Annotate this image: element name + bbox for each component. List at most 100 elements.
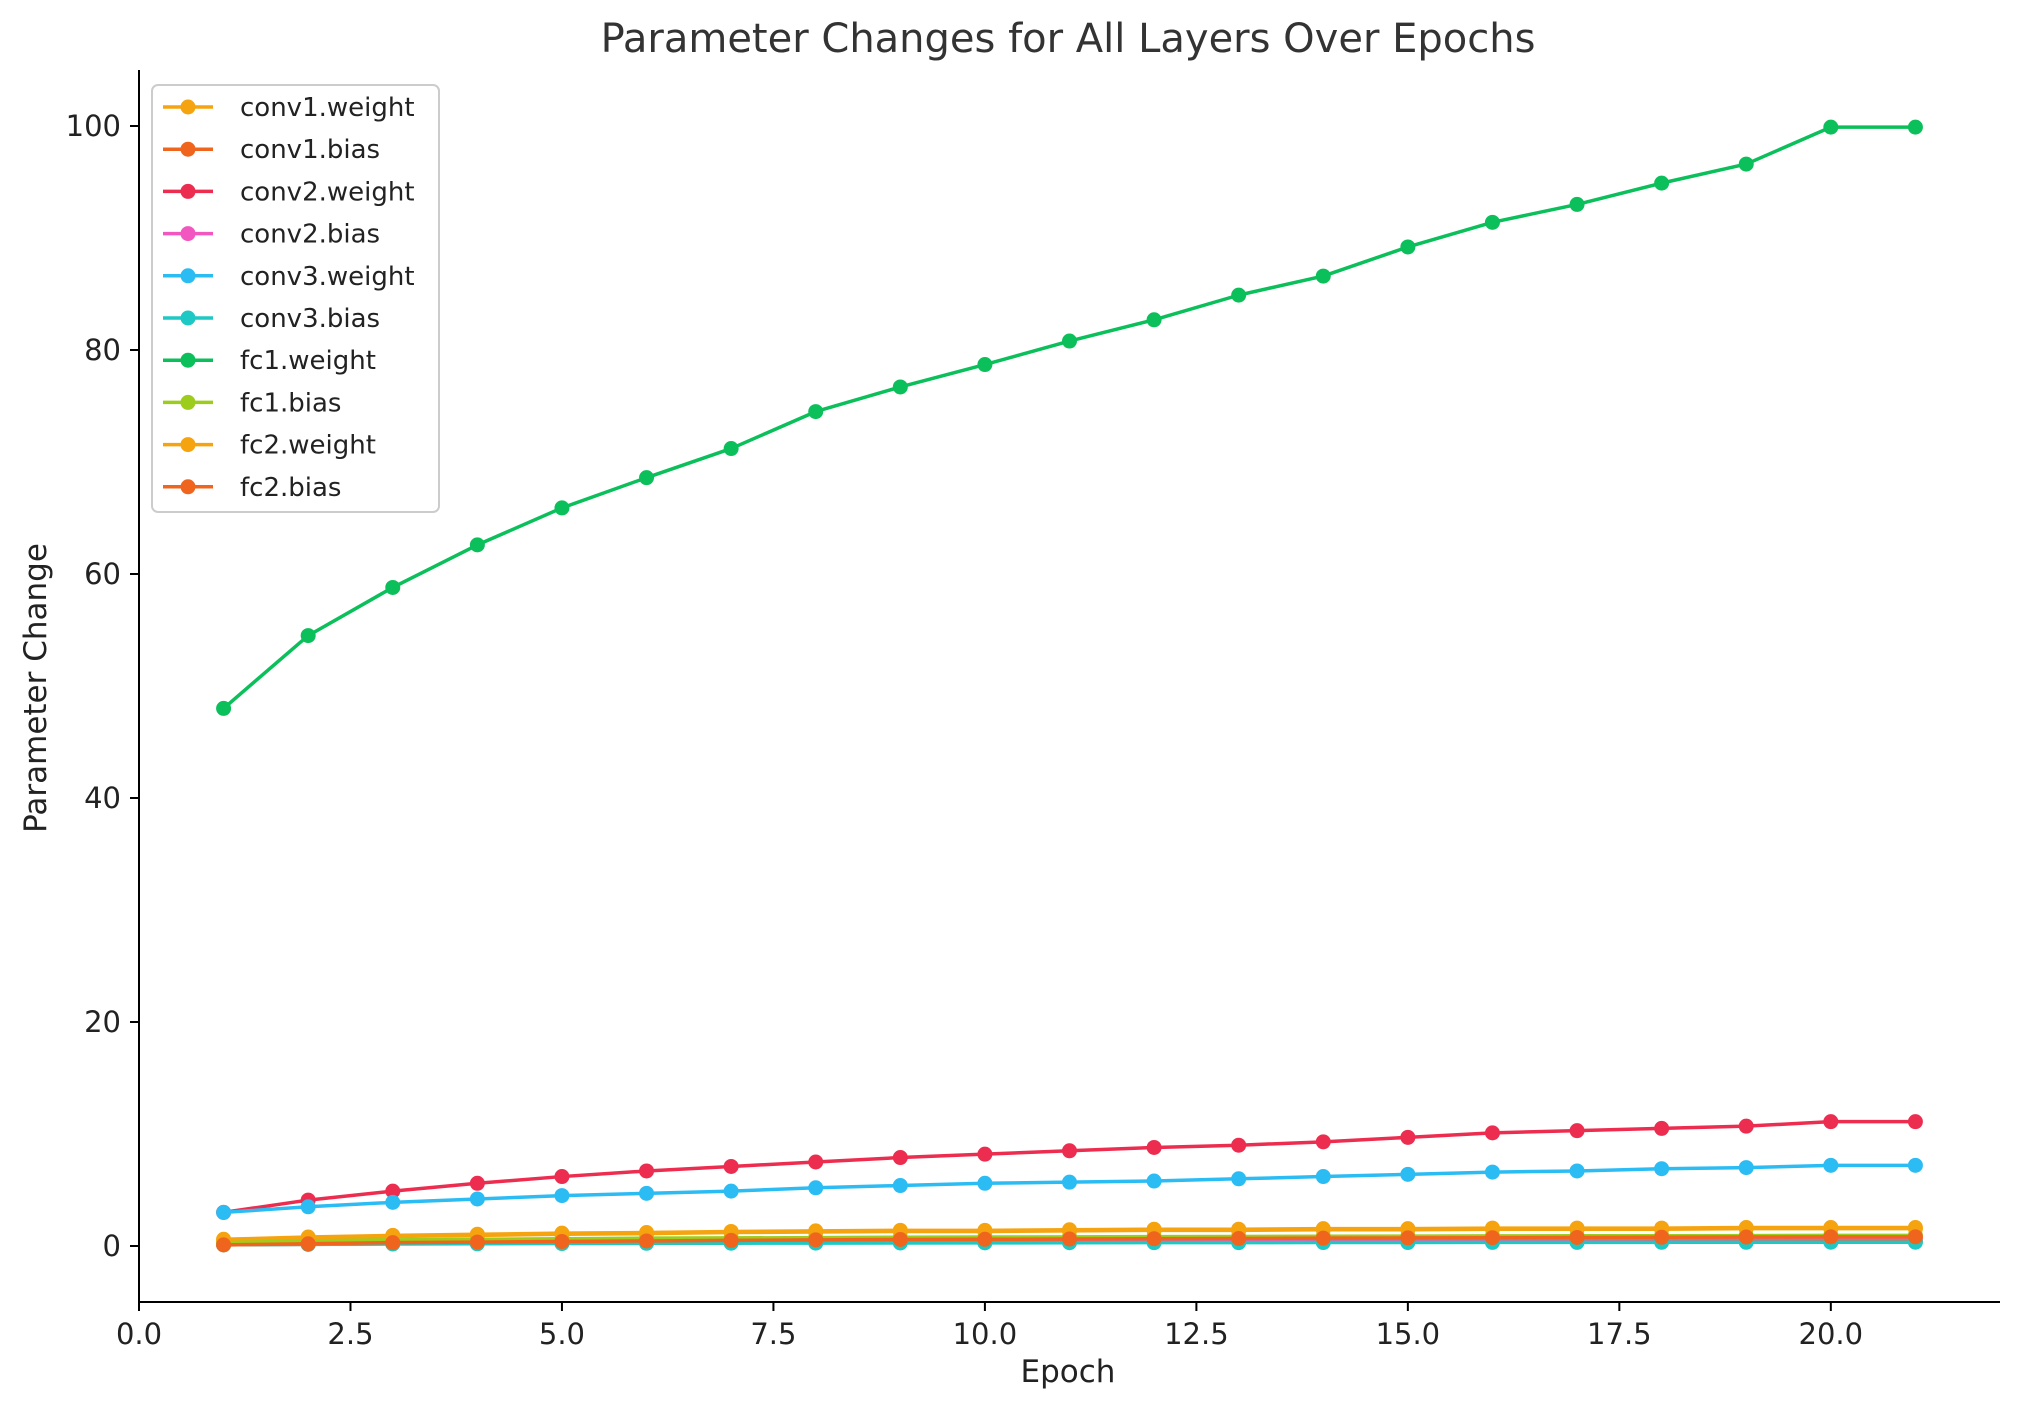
data-point (1654, 175, 1670, 191)
series-fc2-bias (216, 1229, 1923, 1253)
data-point (1315, 1169, 1331, 1185)
legend-marker (180, 226, 196, 242)
legend-item: fc2.bias (163, 473, 341, 503)
data-point (639, 1233, 655, 1249)
data-point (469, 1191, 485, 1207)
data-point (1146, 1139, 1162, 1155)
legend-item: conv3.weight (163, 262, 415, 292)
legend-label: conv2.weight (240, 177, 415, 207)
data-point (639, 1185, 655, 1201)
legend-items: conv1.weight conv1.bias conv2.weight conv2.… (163, 93, 415, 503)
x-tick-label: 12.5 (1164, 1317, 1229, 1351)
data-point (1484, 1125, 1500, 1141)
data-point (892, 379, 908, 395)
y-tick-label: 80 (84, 333, 121, 367)
data-point (1823, 1157, 1839, 1173)
legend-label: conv2.bias (240, 220, 380, 250)
data-point (1907, 1114, 1923, 1130)
y-tick-label: 20 (84, 1005, 121, 1039)
data-point (1400, 239, 1416, 255)
data-point (1484, 1164, 1500, 1180)
data-point (1654, 1120, 1670, 1136)
data-point (639, 1163, 655, 1179)
data-point (1315, 1230, 1331, 1246)
legend-marker (180, 183, 196, 199)
data-point (1907, 1229, 1923, 1245)
data-point (977, 1175, 993, 1191)
y-tick-label: 40 (84, 781, 121, 815)
data-point (300, 1236, 316, 1252)
data-point (1484, 214, 1500, 230)
x-tick-label: 17.5 (1587, 1317, 1652, 1351)
data-point (977, 1146, 993, 1162)
data-point (216, 1237, 232, 1253)
legend-item: conv3.bias (163, 304, 380, 334)
data-point (1569, 1229, 1585, 1245)
data-point (554, 1234, 570, 1250)
data-point (385, 579, 401, 595)
x-tick-label: 20.0 (1799, 1317, 1864, 1351)
legend-marker (180, 268, 196, 284)
x-tick-label: 5.0 (539, 1317, 585, 1351)
series-line (222, 125, 1916, 710)
data-point (977, 1231, 993, 1247)
data-point (1823, 1114, 1839, 1130)
legend-label: fc2.bias (240, 473, 341, 503)
data-point (723, 1232, 739, 1248)
data-point (1569, 196, 1585, 212)
series-fc1-weight (216, 119, 1923, 716)
data-point (1400, 1129, 1416, 1145)
x-tick-label: 15.0 (1376, 1317, 1441, 1351)
data-point (1400, 1166, 1416, 1182)
x-tick-label: 2.5 (327, 1317, 373, 1351)
data-point (723, 441, 739, 457)
legend-item: conv2.bias (163, 220, 380, 250)
data-point (1315, 1134, 1331, 1150)
legend-label: fc2.weight (240, 431, 376, 461)
data-point (808, 1232, 824, 1248)
data-point (1231, 287, 1247, 303)
legend-label: conv3.weight (240, 262, 415, 292)
data-point (385, 1194, 401, 1210)
legend-marker (180, 310, 196, 326)
legend-marker (180, 352, 196, 368)
data-point (1062, 1174, 1077, 1190)
data-point (1062, 333, 1077, 349)
data-point (469, 1175, 485, 1191)
data-point (1231, 1171, 1247, 1187)
legend-label: conv3.bias (240, 304, 380, 334)
data-point (385, 1235, 401, 1251)
data-point (808, 1154, 824, 1170)
data-point (554, 500, 570, 516)
series-conv2-weight (216, 1114, 1923, 1220)
legend-marker (180, 479, 196, 495)
x-axis-label: Epoch (1021, 1354, 1116, 1390)
y-tick-label: 0 (103, 1229, 121, 1263)
legend-item: fc1.bias (163, 388, 341, 418)
data-point (1146, 312, 1162, 328)
data-point (1907, 1157, 1923, 1173)
data-point (1907, 119, 1923, 135)
data-point (216, 1204, 232, 1220)
data-point (1062, 1143, 1077, 1159)
data-point (1823, 1229, 1839, 1245)
data-point (723, 1158, 739, 1174)
legend-marker (180, 141, 196, 157)
legend-marker (180, 437, 196, 453)
data-point (469, 1234, 485, 1250)
data-point (1823, 119, 1839, 135)
data-point (723, 1183, 739, 1199)
data-point (977, 357, 993, 373)
x-tick-label: 0.0 (116, 1317, 162, 1351)
legend-marker (180, 394, 196, 410)
data-point (892, 1150, 908, 1166)
data-point (554, 1169, 570, 1185)
y-tick-label: 60 (84, 557, 121, 591)
y-axis-ticks: 0 20 40 60 80 100 (66, 109, 139, 1263)
data-point (1738, 1229, 1754, 1245)
data-point (469, 537, 485, 553)
legend-label: conv1.weight (240, 93, 415, 123)
legend-box (151, 84, 440, 513)
data-point (1654, 1161, 1670, 1177)
